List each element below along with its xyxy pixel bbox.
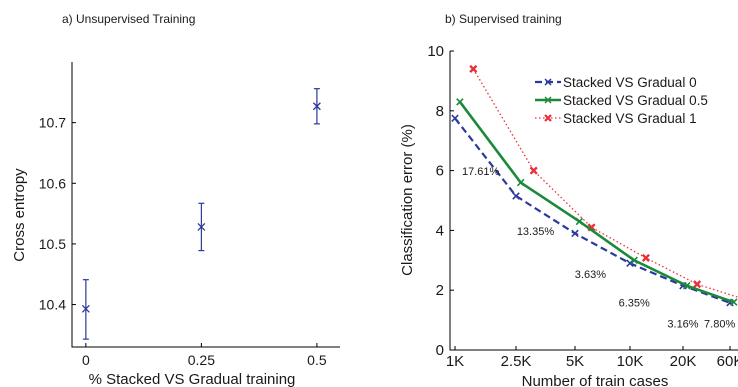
panel-a-x-ticks: 0 0.25 0.5 (82, 343, 327, 368)
panel-b-y-tick-label: 8 (436, 103, 444, 120)
panel-b-annotation: 7.80% (704, 319, 735, 331)
panel-b-annotation: 17.61% (462, 166, 500, 178)
panel-b-y-tick-label: 4 (436, 222, 444, 239)
panel-b-y-ticks: 0 2 4 6 8 10 (427, 43, 454, 359)
panel-b-y-tick-label: 2 (436, 282, 444, 299)
panel-a-y-tick-label: 10.7 (39, 115, 66, 131)
panel-b-x-tick-label: 5K (566, 353, 584, 370)
panel-b-annotations: 17.61% 13.35% 3.63% 6.35% 3.16% 7.80% (462, 166, 736, 330)
panel-b-legend-marker (544, 78, 552, 86)
panel-b-x-ticks: 1K 2.5K 5K 10K 20K 60K (446, 346, 738, 370)
panel-b-x-tick-label: 1K (446, 353, 464, 370)
panel-a-x-label: % Stacked VS Gradual training (89, 371, 296, 387)
panel-b-legend-label: Stacked VS Gradual 0.5 (563, 93, 708, 108)
panel-a-y-ticks: 10.4 10.5 10.6 10.7 (39, 115, 76, 313)
panel-b-series-point (456, 98, 464, 106)
panel-a-point (197, 222, 206, 231)
panel-b-series-point (693, 280, 702, 289)
panel-b-title: b) Supervised training (445, 12, 562, 26)
panel-a-y-tick-label: 10.4 (39, 297, 66, 313)
panel-a-point (312, 102, 321, 111)
panel-b-legend-marker (544, 114, 552, 122)
panel-b-x-tick-label: 60K (717, 353, 738, 370)
panel-a-y-label: Cross entropy (11, 168, 28, 262)
panel-b-series-line (454, 117, 731, 304)
panel-b-x-tick-label: 20K (670, 353, 697, 370)
panel-b-legend-marker (544, 96, 552, 104)
panel-b-series-point (451, 114, 459, 123)
panel-b-series-point (571, 229, 579, 238)
panel-b-series-point (512, 192, 520, 200)
panel-a-point (81, 304, 90, 313)
panel-b-series (451, 64, 738, 307)
panel-b-y-tick-label: 6 (436, 163, 444, 180)
panel-b-annotation: 6.35% (619, 298, 650, 310)
panel-a-x-tick-label: 0 (82, 352, 90, 368)
panel-a-x-tick-label: 0.5 (307, 352, 327, 368)
panel-a-title: a) Unsupervised Training (62, 12, 195, 26)
panel-b-series-point (682, 281, 691, 290)
panel-b-annotation: 3.16% (667, 319, 698, 331)
panel-b-legend-label: Stacked VS Gradual 1 (563, 111, 697, 126)
panel-b-annotation: 13.35% (517, 226, 555, 238)
panel-b-x-tick-label: 10K (617, 353, 644, 370)
panel-b-series-line (458, 101, 735, 304)
panel-b-legend-label: Stacked VS Gradual 0 (563, 75, 697, 90)
panel-a-unsupervised: a) Unsupervised Training 10.410.510.610.… (11, 12, 340, 387)
panel-a-x-tick-label: 0.25 (188, 352, 215, 368)
panel-b-series-point (469, 64, 478, 73)
panel-a-axes (71, 62, 340, 348)
panel-b-series-point (626, 259, 634, 268)
panel-b-legend: Stacked VS Gradual 0 Stacked VS Gradual 0… (535, 75, 708, 126)
panel-b-series-point (729, 298, 738, 306)
panel-b-series-point (641, 253, 650, 262)
panel-a-y-tick-label: 10.6 (39, 175, 66, 191)
panel-b-y-label: Classification error (%) (399, 124, 416, 276)
panel-b-y-tick-label: 10 (427, 43, 444, 60)
panel-b-annotation: 3.63% (575, 269, 606, 281)
panel-b-series-point (516, 178, 525, 187)
panel-b-y-tick-label: 0 (436, 342, 444, 359)
panel-b-series-point (529, 166, 538, 175)
panel-b-x-label: Number of train cases (522, 373, 669, 387)
panel-b-x-tick-label: 2.5K (501, 353, 532, 370)
panel-b-series-point (575, 217, 584, 226)
panel-a-points (81, 88, 321, 340)
panel-b-series-point (630, 256, 639, 265)
panel-a-y-tick-label: 10.5 (39, 236, 66, 252)
